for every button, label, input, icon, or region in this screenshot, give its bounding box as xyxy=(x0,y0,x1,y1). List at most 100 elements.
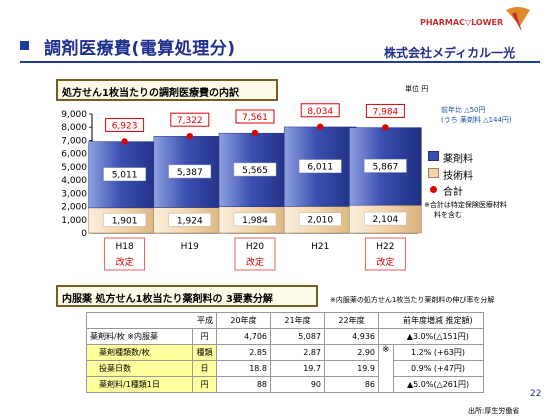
yoy-note-line1: 前年比 △50円 xyxy=(441,106,486,114)
row-value: 18.8 xyxy=(216,360,271,377)
source-note: 出所:厚生労働省 xyxy=(468,407,520,415)
legend-swatch-gijutsu xyxy=(428,168,439,178)
row-value: 4,706 xyxy=(216,328,271,345)
row-value: 88 xyxy=(216,376,271,393)
y-tick-label: 0 xyxy=(81,229,87,239)
row-label: 薬剤料/1種類1日 xyxy=(86,376,193,393)
yakuzai-data-label: 5,565 xyxy=(242,166,268,176)
table-header-row: 平成 20年度 21年度 22年度 前年度増減 推定額) xyxy=(86,312,484,329)
legend-swatch-yakuzai xyxy=(428,151,439,161)
yakuzai-data-label: 6,011 xyxy=(307,163,333,173)
gijutsu-data-label: 1,901 xyxy=(112,216,138,226)
legend-label-gijutsu: 技術料 xyxy=(443,171,473,182)
page-number: 22 xyxy=(530,389,542,399)
table-row: 薬剤料/1種類1日 円 88 90 86 ▲5.0%(△261円) xyxy=(86,376,484,393)
title-rule xyxy=(20,61,540,63)
row-value: 90 xyxy=(270,376,325,393)
table-header-year: 平成 xyxy=(86,312,217,329)
x-category-label: H21 xyxy=(311,242,329,252)
row-change: ▲3.0%(△151円) xyxy=(393,328,484,345)
x-category-label: H19 xyxy=(181,242,199,252)
gijutsu-data-label: 2,104 xyxy=(373,215,399,225)
yakuzai-label-box xyxy=(298,159,342,173)
total-label-box xyxy=(170,112,210,127)
section1-title-box xyxy=(56,79,278,101)
unit-label: 単位 円 xyxy=(405,85,429,93)
total-data-label: 7,984 xyxy=(373,107,399,117)
row-value: 4,936 xyxy=(324,328,379,345)
x-category-sublabel: 改定 xyxy=(376,256,394,268)
revision-box xyxy=(234,237,276,271)
yakuzai-data-label: 5,867 xyxy=(373,162,399,172)
total-marker xyxy=(186,132,193,140)
y-tick-label: 3,000 xyxy=(61,189,87,199)
total-label-box xyxy=(365,103,405,118)
total-data-label: 8,034 xyxy=(307,107,333,117)
x-category-label: H22 xyxy=(376,242,394,252)
company-name: 株式会社メディカル一光 xyxy=(384,46,516,60)
total-marker xyxy=(121,138,128,145)
row-mark: ※ xyxy=(378,344,394,393)
yakuzai-data-label: 5,387 xyxy=(177,168,203,178)
yoy-note: 前年比 △50円 (うち 薬剤料 △144円) xyxy=(441,105,512,125)
row-value: 2.90 xyxy=(324,344,379,361)
y-tick-label: 9,000 xyxy=(61,110,87,120)
total-label-box xyxy=(235,109,275,124)
row-value: 5,087 xyxy=(270,328,325,345)
legend-note-line1: ※合計は特定保険医療材料 xyxy=(424,201,507,209)
y-tick-label: 5,000 xyxy=(61,163,87,173)
revision-box xyxy=(364,237,406,271)
yakuzai-data-label: 5,011 xyxy=(112,171,138,181)
title-bullet xyxy=(20,41,29,50)
total-marker xyxy=(251,129,259,137)
legend-marker-total xyxy=(430,186,437,193)
y-tick-label: 1,000 xyxy=(61,216,87,226)
section2-title-box xyxy=(56,285,318,307)
row-value: 19.9 xyxy=(324,360,379,377)
gijutsu-data-label: 1,984 xyxy=(242,216,268,226)
yakuzai-label-box xyxy=(103,167,146,181)
table-header-change: 前年度増減 推定額) xyxy=(393,312,484,329)
legend-note: ※合計は特定保険医療材料 料を含む xyxy=(424,200,507,220)
row-value: 2.85 xyxy=(216,344,271,361)
logo-text: PHARMAC▽LOWER xyxy=(420,18,504,27)
gijutsu-label-box xyxy=(103,213,146,227)
table-header-h20: 20年度 xyxy=(216,312,271,329)
total-data-label: 7,561 xyxy=(242,113,268,123)
yakuzai-label-box xyxy=(168,164,212,179)
table-row: 薬剤種類数/枚 種類 2.85 2.87 2.90 ※ 1.2% (+63円) xyxy=(86,344,484,393)
total-data-label: 6,923 xyxy=(112,121,138,131)
row-unit: 円 xyxy=(192,376,217,393)
row-unit: 日 xyxy=(192,360,217,377)
y-tick-label: 7,000 xyxy=(61,136,87,146)
row-unit: 円 xyxy=(192,328,217,345)
y-tick-label: 2,000 xyxy=(61,203,87,213)
yakuzai-label-box xyxy=(364,159,407,173)
total-label-box xyxy=(105,117,145,132)
gijutsu-label-box xyxy=(233,212,277,227)
logo-drop xyxy=(512,12,522,32)
x-category-label: H18 xyxy=(115,242,133,252)
logo-flame xyxy=(506,7,530,26)
row-change: 1.2% (+63円) xyxy=(392,344,484,361)
x-category-sublabel: 改定 xyxy=(116,256,134,268)
legend-label-yakuzai: 薬剤料 xyxy=(443,154,473,165)
row-label: 薬剤料/枚 ※内服薬 xyxy=(86,328,193,345)
table-header-h22: 22年度 xyxy=(324,312,379,329)
section2-title: 内服薬 処方せん1枚当たり薬剤料の 3要素分解 xyxy=(62,294,273,305)
logo-mark xyxy=(506,7,530,32)
total-data-label: 7,322 xyxy=(177,116,203,126)
row-change: 0.9% (+47円) xyxy=(392,360,484,377)
yakuzai-label-box xyxy=(233,162,277,177)
gijutsu-data-label: 2,010 xyxy=(307,216,333,226)
legend-note-line2: 料を含む xyxy=(434,211,462,219)
y-tick-label: 4,000 xyxy=(61,176,87,186)
gijutsu-data-label: 1,924 xyxy=(177,216,203,226)
x-category-sublabel: 改定 xyxy=(246,256,264,268)
revision-box xyxy=(104,237,146,271)
row-value: 19.7 xyxy=(270,360,325,377)
y-tick-label: 6,000 xyxy=(61,150,87,160)
row-value: 2.87 xyxy=(270,344,325,361)
table-row: 薬剤料/枚 ※内服薬 円 4,706 5,087 4,936 ▲3.0%(△15… xyxy=(86,328,484,345)
